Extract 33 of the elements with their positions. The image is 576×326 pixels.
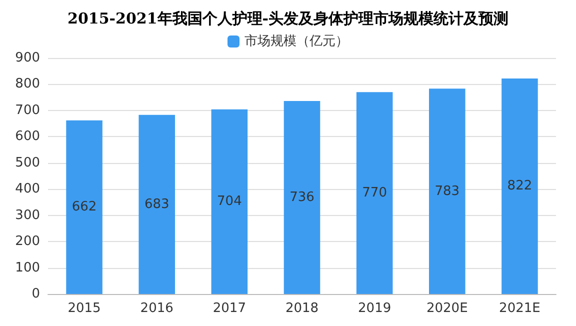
legend-label: 市场规模（亿元） — [244, 34, 348, 49]
bar — [138, 114, 175, 294]
data-label: 783 — [434, 184, 460, 199]
x-tick-label: 2020E — [426, 301, 468, 316]
data-label: 662 — [72, 200, 97, 215]
bar — [502, 78, 538, 294]
y-tick-label: 200 — [15, 234, 40, 250]
x-tick-label: 2019 — [358, 301, 392, 316]
x-tick-label: 2016 — [140, 301, 174, 316]
data-label: 822 — [507, 178, 532, 194]
y-tick-label: 100 — [15, 260, 40, 276]
x-tick-label: 2015 — [68, 301, 101, 316]
x-tick-label: 2021E — [499, 301, 540, 316]
bar — [429, 88, 466, 294]
y-tick-label: 600 — [15, 129, 40, 144]
data-label: 683 — [144, 196, 170, 212]
y-tick-label: 500 — [15, 155, 40, 170]
bar — [211, 109, 248, 294]
data-label: 704 — [217, 194, 242, 210]
y-tick-label: 700 — [15, 102, 40, 118]
x-tick-label: 2017 — [212, 301, 246, 316]
bar — [284, 101, 320, 294]
y-tick-label: 0 — [32, 286, 40, 302]
x-tick-label: 2018 — [285, 301, 319, 316]
bar — [66, 120, 102, 294]
chart-title: 2015-2021年我国个人护理-头发及身体护理市场规模统计及预测 — [68, 10, 508, 28]
data-label: 736 — [290, 190, 314, 205]
y-tick-label: 300 — [15, 208, 40, 223]
y-tick-label: 800 — [15, 76, 40, 92]
y-tick-label: 900 — [15, 50, 40, 66]
data-label: 770 — [362, 186, 387, 201]
bar — [356, 92, 393, 294]
y-tick-label: 400 — [15, 182, 40, 197]
